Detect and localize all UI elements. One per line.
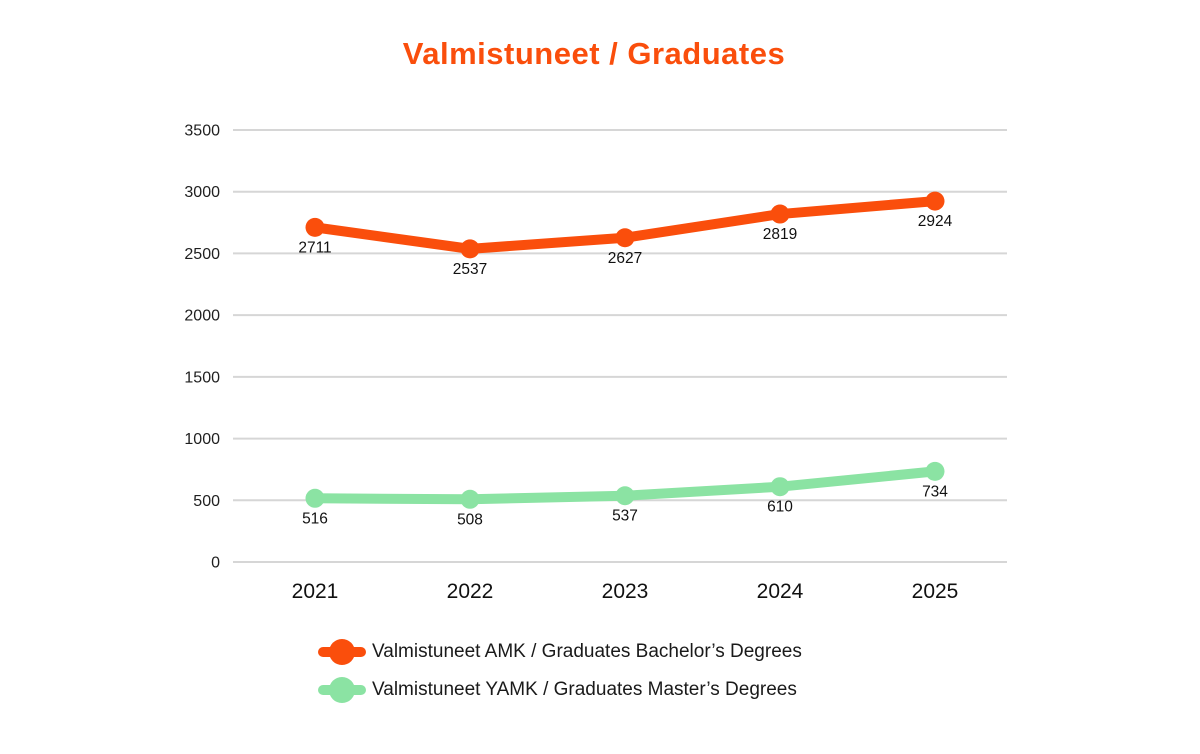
y-axis-tick-label: 3500 <box>184 123 220 140</box>
legend-label-bachelor: Valmistuneet AMK / Graduates Bachelor’s … <box>372 641 802 662</box>
legend-item-bachelor: Valmistuneet AMK / Graduates Bachelor’s … <box>318 636 802 668</box>
data-point-label: 508 <box>457 511 483 528</box>
data-point <box>925 191 945 211</box>
x-axis-tick-label: 2024 <box>757 580 804 603</box>
data-point-label: 537 <box>612 508 638 525</box>
legend-item-master: Valmistuneet YAMK / Graduates Master’s D… <box>318 674 802 706</box>
x-axis-tick-label: 2025 <box>912 580 959 603</box>
x-axis-tick-label: 2022 <box>447 580 494 603</box>
data-point-label: 734 <box>922 483 948 500</box>
y-axis-tick-label: 1000 <box>184 431 220 448</box>
data-point-label: 610 <box>767 499 793 516</box>
data-point <box>770 204 790 224</box>
data-point <box>925 461 945 481</box>
line-chart: 0 500 1000 1500 2000 2500 3000 3500 2021 2022 2023… <box>184 123 1007 603</box>
data-point-label: 2537 <box>453 261 487 278</box>
y-axis-tick-label: 3000 <box>184 184 220 201</box>
x-axis-tick-label: 2021 <box>292 580 339 603</box>
master-series-marker-icon <box>318 677 366 703</box>
data-point <box>305 217 325 237</box>
data-point <box>615 486 635 506</box>
legend-label-master: Valmistuneet YAMK / Graduates Master’s D… <box>372 679 797 700</box>
y-axis-tick-label: 2500 <box>184 246 220 263</box>
x-axis-tick-label: 2023 <box>602 580 649 603</box>
data-point <box>305 488 325 508</box>
data-point-label: 516 <box>302 510 328 527</box>
data-point-label: 2819 <box>763 226 797 243</box>
data-point-label: 2924 <box>918 213 953 230</box>
data-point-label: 2711 <box>298 239 331 256</box>
bachelor-series-marker-icon <box>318 639 366 665</box>
y-axis-tick-label: 2000 <box>184 308 220 325</box>
chart-title: Valmistuneet / Graduates <box>402 36 786 71</box>
data-point-label: 2627 <box>608 250 642 267</box>
data-point <box>460 239 480 259</box>
y-axis-tick-label: 0 <box>211 555 220 572</box>
y-axis-tick-label: 1500 <box>184 369 220 386</box>
data-point <box>770 477 790 497</box>
data-point <box>460 489 480 509</box>
data-point <box>615 228 635 248</box>
y-axis-tick-label: 500 <box>193 493 220 510</box>
chart-legend: Valmistuneet AMK / Graduates Bachelor’s … <box>318 636 802 706</box>
